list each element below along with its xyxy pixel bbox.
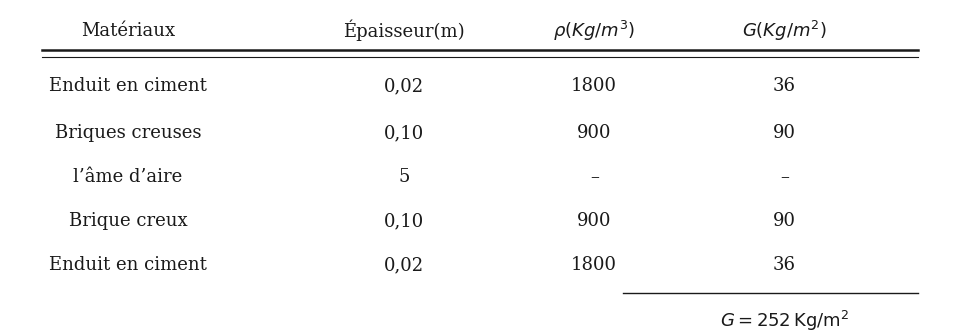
Text: $\rho(Kg/m^3)$: $\rho(Kg/m^3)$ (553, 18, 636, 43)
Text: 36: 36 (773, 77, 796, 95)
Text: 5: 5 (398, 168, 410, 186)
Text: 0,10: 0,10 (384, 212, 424, 230)
Text: Matériaux: Matériaux (81, 21, 175, 39)
Text: 0,10: 0,10 (384, 124, 424, 142)
Text: 36: 36 (773, 256, 796, 274)
Text: 90: 90 (773, 212, 796, 230)
Text: 1800: 1800 (571, 256, 617, 274)
Text: Épaisseur(m): Épaisseur(m) (343, 20, 465, 41)
Text: 1800: 1800 (571, 77, 617, 95)
Text: l’âme d’aire: l’âme d’aire (73, 168, 182, 186)
Text: $G = 252\,\mathrm{Kg/m^2}$: $G = 252\,\mathrm{Kg/m^2}$ (720, 309, 849, 333)
Text: $G(Kg/m^2)$: $G(Kg/m^2)$ (742, 18, 827, 43)
Text: –: – (589, 168, 599, 186)
Text: 0,02: 0,02 (384, 256, 424, 274)
Text: 90: 90 (773, 124, 796, 142)
Text: 900: 900 (577, 212, 612, 230)
Text: 0,02: 0,02 (384, 77, 424, 95)
Text: –: – (780, 168, 789, 186)
Text: Enduit en ciment: Enduit en ciment (49, 77, 206, 95)
Text: Enduit en ciment: Enduit en ciment (49, 256, 206, 274)
Text: 900: 900 (577, 124, 612, 142)
Text: Briques creuses: Briques creuses (55, 124, 202, 142)
Text: Brique creux: Brique creux (68, 212, 187, 230)
